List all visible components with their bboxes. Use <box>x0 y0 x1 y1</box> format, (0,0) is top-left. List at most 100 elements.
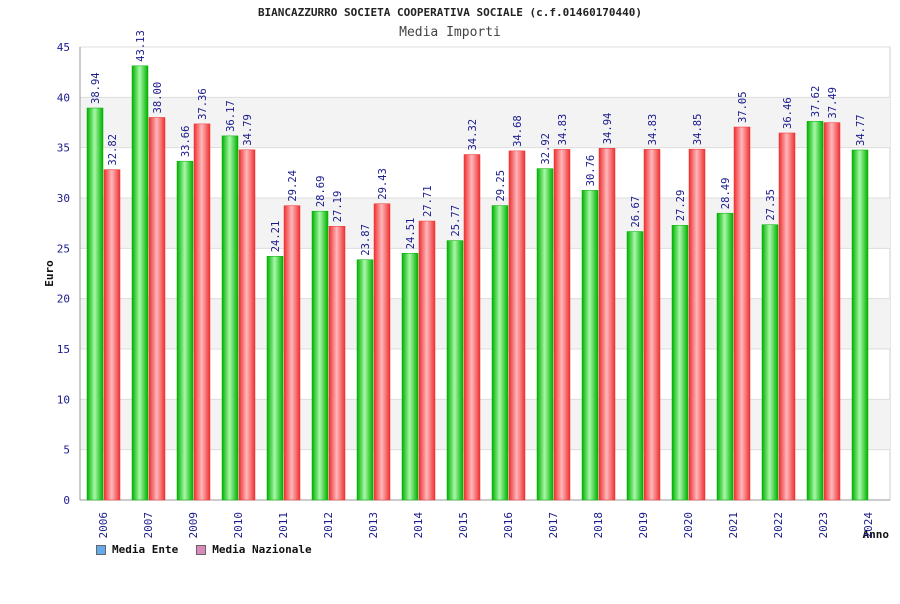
bar-media-ente <box>851 149 869 501</box>
value-label-nazionale: 38.00 <box>152 82 164 114</box>
grid-band <box>80 97 890 148</box>
bar-media-nazionale <box>418 220 436 501</box>
bar-media-nazionale <box>463 154 481 501</box>
value-label-ente: 29.25 <box>495 170 507 202</box>
bar-media-ente <box>626 231 644 501</box>
bar-media-ente <box>761 224 779 501</box>
x-axis-label: Anno <box>863 528 890 541</box>
value-label-nazionale: 34.85 <box>692 114 704 146</box>
bar-media-nazionale <box>778 132 796 501</box>
legend-item-ente: Media Ente <box>96 543 178 556</box>
value-label-ente: 33.66 <box>180 126 192 158</box>
bar-media-ente <box>221 135 239 501</box>
y-tick-label: 10 <box>57 393 70 406</box>
axis-layer: 0 5 10 15 20 25 30 35 40 45 Euro Anno 2006 2007 2009 20… <box>43 41 890 541</box>
value-label-ente: 34.77 <box>855 114 867 146</box>
x-tick-label: 2007 <box>142 512 155 539</box>
grid-band <box>80 298 890 349</box>
grid-layer <box>79 46 891 501</box>
x-tick-label: 2022 <box>772 512 785 539</box>
y-tick-label: 35 <box>57 142 70 155</box>
y-axis-label: Euro <box>43 260 56 287</box>
value-label-ente: 26.67 <box>630 196 642 228</box>
grid-band <box>80 399 890 450</box>
bar-media-nazionale <box>238 149 256 501</box>
value-label-nazionale: 32.82 <box>107 134 119 166</box>
x-tick-label: 2016 <box>502 512 515 539</box>
bar-media-ente <box>671 225 689 501</box>
bar-media-ente <box>176 160 194 501</box>
value-label-nazionale: 27.71 <box>422 185 434 217</box>
x-tick-label: 2013 <box>367 512 380 539</box>
bar-media-nazionale <box>688 148 706 501</box>
x-tick-label: 2014 <box>412 512 425 539</box>
y-tick-label: 30 <box>57 192 70 205</box>
x-tick-label: 2015 <box>457 512 470 539</box>
value-label-ente: 38.94 <box>90 72 102 104</box>
legend-label-nazionale: Media Nazionale <box>212 543 312 556</box>
y-tick-label: 40 <box>57 91 70 104</box>
legend-item-nazionale: Media Nazionale <box>196 543 312 556</box>
value-label-nazionale: 36.46 <box>782 97 794 129</box>
bar-media-ente <box>491 205 509 501</box>
value-label-nazionale: 34.94 <box>602 113 614 145</box>
value-label-ente: 27.29 <box>675 190 687 222</box>
value-label-ente: 36.17 <box>225 100 237 132</box>
bar-media-nazionale <box>283 205 301 501</box>
value-label-ente: 32.92 <box>540 133 552 165</box>
bar-media-ente <box>131 65 149 501</box>
value-label-nazionale: 34.68 <box>512 115 524 147</box>
bar-media-nazionale <box>193 123 211 501</box>
x-tick-label: 2011 <box>277 512 290 539</box>
x-tick-label: 2006 <box>97 512 110 539</box>
y-tick-label: 25 <box>57 242 70 255</box>
x-tick-label: 2019 <box>637 512 650 539</box>
bar-media-nazionale <box>148 117 166 501</box>
x-tick-label: 2020 <box>682 512 695 539</box>
value-label-ente: 43.13 <box>135 30 147 62</box>
x-tick-label: 2017 <box>547 512 560 539</box>
y-tick-label: 0 <box>63 494 70 507</box>
bar-media-ente <box>86 107 104 501</box>
bar-media-ente <box>311 210 329 501</box>
bar-media-nazionale <box>598 148 616 501</box>
value-label-ente: 23.87 <box>360 224 372 256</box>
value-label-nazionale: 34.83 <box>557 114 569 146</box>
x-tick-label: 2009 <box>187 512 200 539</box>
value-label-ente: 30.76 <box>585 155 597 187</box>
bar-media-nazionale <box>823 122 841 501</box>
label-layer: 38.94 32.82 43.13 38.00 33.66 37.36 36.17 34.79… <box>90 30 867 255</box>
x-tick-label: 2010 <box>232 512 245 539</box>
legend-swatch-ente <box>96 544 106 555</box>
bar-media-nazionale <box>643 149 661 501</box>
value-label-ente: 24.21 <box>270 221 282 253</box>
value-label-ente: 37.62 <box>810 86 822 118</box>
value-label-nazionale: 27.19 <box>332 191 344 223</box>
bar-media-nazionale <box>553 149 571 501</box>
value-label-nazionale: 29.24 <box>287 170 299 202</box>
value-label-nazionale: 34.83 <box>647 114 659 146</box>
value-label-ente: 28.69 <box>315 176 327 208</box>
value-label-nazionale: 29.43 <box>377 168 389 200</box>
bar-layer <box>86 65 869 501</box>
chart-subtitle: Media Importi <box>399 25 501 40</box>
x-tick-label: 2024 <box>862 512 875 539</box>
y-tick-label: 15 <box>57 343 70 356</box>
bar-media-ente <box>401 253 419 501</box>
legend-swatch-nazionale <box>196 544 207 555</box>
chart-title: BIANCAZZURRO SOCIETA COOPERATIVA SOCIALE… <box>257 6 643 19</box>
y-tick-label: 20 <box>57 293 70 306</box>
bar-media-ente <box>446 240 464 501</box>
bar-media-ente <box>536 168 554 501</box>
bar-media-nazionale <box>508 150 526 501</box>
value-label-nazionale: 37.49 <box>827 87 839 119</box>
legend-label-ente: Media Ente <box>112 543 179 556</box>
value-label-nazionale: 37.36 <box>197 88 209 120</box>
value-label-ente: 28.49 <box>720 178 732 210</box>
bar-media-ente <box>266 256 284 501</box>
value-label-ente: 27.35 <box>765 189 777 221</box>
bar-media-nazionale <box>103 169 121 501</box>
value-label-nazionale: 34.32 <box>467 119 479 151</box>
grid-band <box>80 198 890 249</box>
